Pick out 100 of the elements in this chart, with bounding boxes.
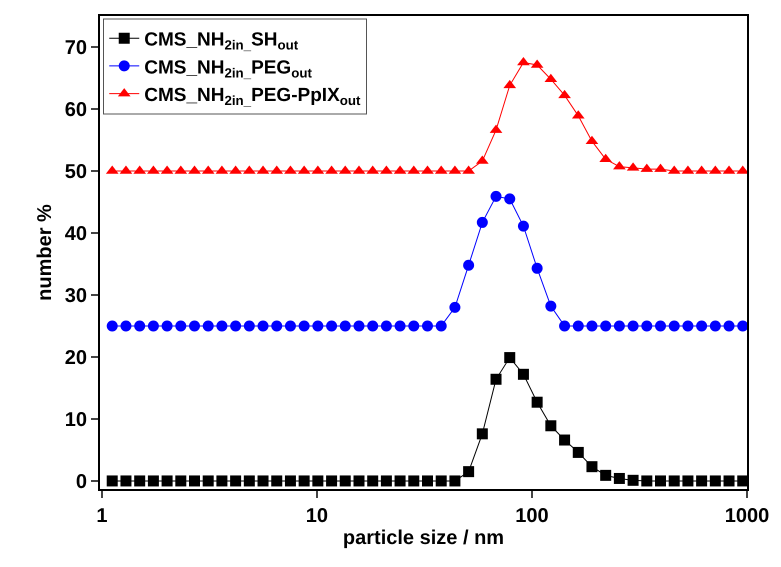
point bbox=[284, 475, 296, 486]
point bbox=[668, 320, 680, 332]
point bbox=[216, 475, 228, 486]
legend-label: CMS_NH$_{2in_}$PEG-PpIX$_{out}$ bbox=[144, 85, 362, 108]
point bbox=[724, 320, 735, 332]
y-tick-label: 0 bbox=[76, 470, 87, 493]
point bbox=[408, 475, 420, 486]
point bbox=[545, 300, 556, 312]
x-tick-label: 100 bbox=[515, 505, 549, 527]
point bbox=[216, 320, 228, 332]
y-tick-label: 20 bbox=[64, 346, 87, 369]
x-tick-label: 10 bbox=[306, 505, 328, 527]
y-tick-label: 10 bbox=[64, 408, 87, 431]
point bbox=[162, 320, 173, 332]
point bbox=[628, 474, 639, 486]
point bbox=[436, 320, 447, 332]
point bbox=[380, 475, 392, 486]
point bbox=[367, 320, 378, 332]
y-tick-label: 40 bbox=[64, 222, 87, 245]
y-tick-label: 70 bbox=[64, 37, 87, 59]
point bbox=[518, 220, 529, 232]
point bbox=[340, 475, 351, 486]
point bbox=[134, 475, 146, 486]
point bbox=[284, 320, 296, 332]
point bbox=[120, 320, 132, 332]
y-tick-label: 60 bbox=[64, 98, 87, 121]
point bbox=[600, 470, 612, 481]
point bbox=[490, 374, 502, 385]
point bbox=[532, 396, 543, 408]
point bbox=[367, 475, 378, 486]
x-tick-label: 1 bbox=[96, 505, 108, 527]
point bbox=[298, 320, 310, 332]
point bbox=[476, 216, 488, 228]
point bbox=[148, 320, 159, 332]
point bbox=[148, 475, 159, 486]
point bbox=[696, 320, 708, 332]
point bbox=[655, 475, 666, 486]
point bbox=[463, 260, 474, 271]
point bbox=[312, 475, 324, 486]
point bbox=[559, 320, 570, 332]
point bbox=[586, 320, 598, 332]
x-tick-label: 1000 bbox=[724, 505, 770, 527]
point bbox=[408, 320, 420, 332]
point bbox=[628, 320, 639, 332]
point bbox=[710, 475, 721, 486]
point bbox=[258, 320, 269, 332]
point bbox=[202, 320, 214, 332]
point bbox=[202, 475, 214, 486]
legend-label: CMS_NH$_{2in_}$SH$_{out}$ bbox=[144, 30, 299, 53]
point bbox=[175, 475, 186, 486]
y-tick-label: 50 bbox=[64, 160, 87, 183]
point bbox=[449, 302, 460, 313]
point bbox=[175, 320, 186, 332]
point bbox=[353, 475, 364, 486]
point bbox=[189, 320, 200, 332]
point bbox=[340, 320, 351, 332]
point bbox=[641, 475, 652, 486]
point bbox=[312, 320, 324, 332]
point bbox=[258, 475, 269, 486]
point bbox=[326, 475, 338, 486]
point bbox=[572, 446, 584, 458]
point bbox=[463, 466, 474, 478]
point bbox=[655, 320, 666, 332]
point bbox=[710, 320, 721, 332]
point bbox=[737, 475, 747, 486]
point bbox=[422, 475, 433, 486]
point bbox=[504, 193, 516, 204]
point bbox=[436, 475, 447, 486]
point bbox=[230, 475, 242, 486]
point bbox=[504, 352, 516, 364]
point bbox=[298, 475, 310, 486]
point bbox=[422, 320, 433, 332]
point bbox=[394, 320, 406, 332]
point bbox=[476, 428, 488, 440]
point bbox=[559, 434, 570, 446]
point bbox=[449, 475, 460, 486]
point bbox=[134, 320, 146, 332]
point bbox=[682, 475, 694, 486]
point bbox=[682, 320, 694, 332]
point bbox=[532, 262, 543, 274]
point bbox=[490, 190, 502, 202]
x-axis-title: particle size / nm bbox=[342, 527, 504, 549]
point bbox=[572, 320, 584, 332]
point bbox=[724, 475, 735, 486]
point bbox=[271, 320, 282, 332]
y-tick-label: 30 bbox=[64, 284, 87, 307]
point bbox=[244, 320, 255, 332]
y-axis-title: number % bbox=[34, 204, 56, 301]
point bbox=[271, 475, 282, 486]
point bbox=[545, 420, 556, 432]
point bbox=[106, 475, 118, 486]
point bbox=[120, 475, 132, 486]
point bbox=[641, 320, 652, 332]
point bbox=[586, 461, 598, 472]
point bbox=[600, 320, 612, 332]
point bbox=[614, 472, 625, 484]
point bbox=[162, 475, 173, 486]
point bbox=[696, 475, 708, 486]
point bbox=[737, 320, 747, 332]
point bbox=[326, 320, 338, 332]
